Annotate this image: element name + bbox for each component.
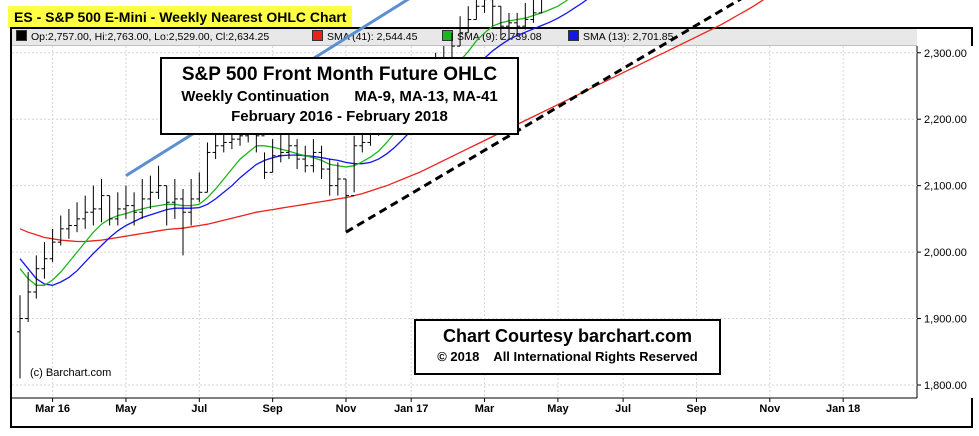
annotation-title-line3: February 2016 - February 2018 xyxy=(231,108,448,125)
x-tick-label: Jul xyxy=(191,403,207,415)
lower-trendline xyxy=(345,0,743,234)
y-tick-label: 2,300.00 xyxy=(924,48,967,60)
legend-sma13: SMA (13): 2,701.85 xyxy=(568,29,673,45)
sma41-line xyxy=(19,0,765,243)
x-tick-label: Sep xyxy=(686,403,706,415)
legend-bar: Op:2,757.00, Hi:2,763.00, Lo:2,529.00, C… xyxy=(12,29,917,46)
legend-ohlc: Op:2,757.00, Hi:2,763.00, Lo:2,529.00, C… xyxy=(16,29,269,45)
y-tick-label: 2,000.00 xyxy=(924,247,967,259)
x-tick-label: Jan 17 xyxy=(394,403,428,415)
legend-ohlc-text: Op:2,757.00, Hi:2,763.00, Lo:2,529.00, C… xyxy=(31,31,270,43)
legend-sma41-text: SMA (41): 2,544.45 xyxy=(327,31,418,43)
chart-title: ES - S&P 500 E-Mini - Weekly Nearest OHL… xyxy=(8,6,353,28)
y-tick-label: 2,100.00 xyxy=(924,181,967,193)
x-tick-label: May xyxy=(115,403,137,415)
x-tick-label: Sep xyxy=(263,403,283,415)
x-tick-label: Jan 18 xyxy=(826,403,860,415)
watermark: (c) Barchart.com xyxy=(30,367,112,379)
annotation-title-line1: S&P 500 Front Month Future OHLC xyxy=(181,64,498,85)
sma9-swatch-icon xyxy=(442,30,453,41)
ohlc-swatch-icon xyxy=(16,30,27,41)
x-tick-label: May xyxy=(547,403,569,415)
y-axis-panel xyxy=(917,46,973,398)
x-tick-label: Nov xyxy=(336,403,358,415)
sma13-swatch-icon xyxy=(568,30,579,41)
legend-sma13-text: SMA (13): 2,701.85 xyxy=(583,31,674,43)
x-tick-label: Mar 16 xyxy=(35,403,70,415)
legend-sma41: SMA (41): 2,544.45 xyxy=(312,29,417,45)
y-tick-label: 1,800.00 xyxy=(924,380,967,392)
annotation-credit-line1: Chart Courtesy barchart.com xyxy=(442,326,693,346)
x-tick-label: Mar xyxy=(475,403,495,415)
annotation-title-box: S&P 500 Front Month Future OHLC Weekly C… xyxy=(160,57,519,135)
sma41-swatch-icon xyxy=(312,30,323,41)
annotation-title-line2: Weekly Continuation MA-9, MA-13, MA-41 xyxy=(181,88,498,105)
annotation-credit-line2: © 2018 All International Rights Reserved xyxy=(437,349,698,364)
y-tick-label: 1,900.00 xyxy=(924,314,967,326)
x-tick-label: Nov xyxy=(759,403,781,415)
annotation-credit-box: Chart Courtesy barchart.com © 2018 All I… xyxy=(414,319,721,375)
x-tick-label: Jul xyxy=(615,403,631,415)
y-tick-label: 2,200.00 xyxy=(924,114,967,126)
